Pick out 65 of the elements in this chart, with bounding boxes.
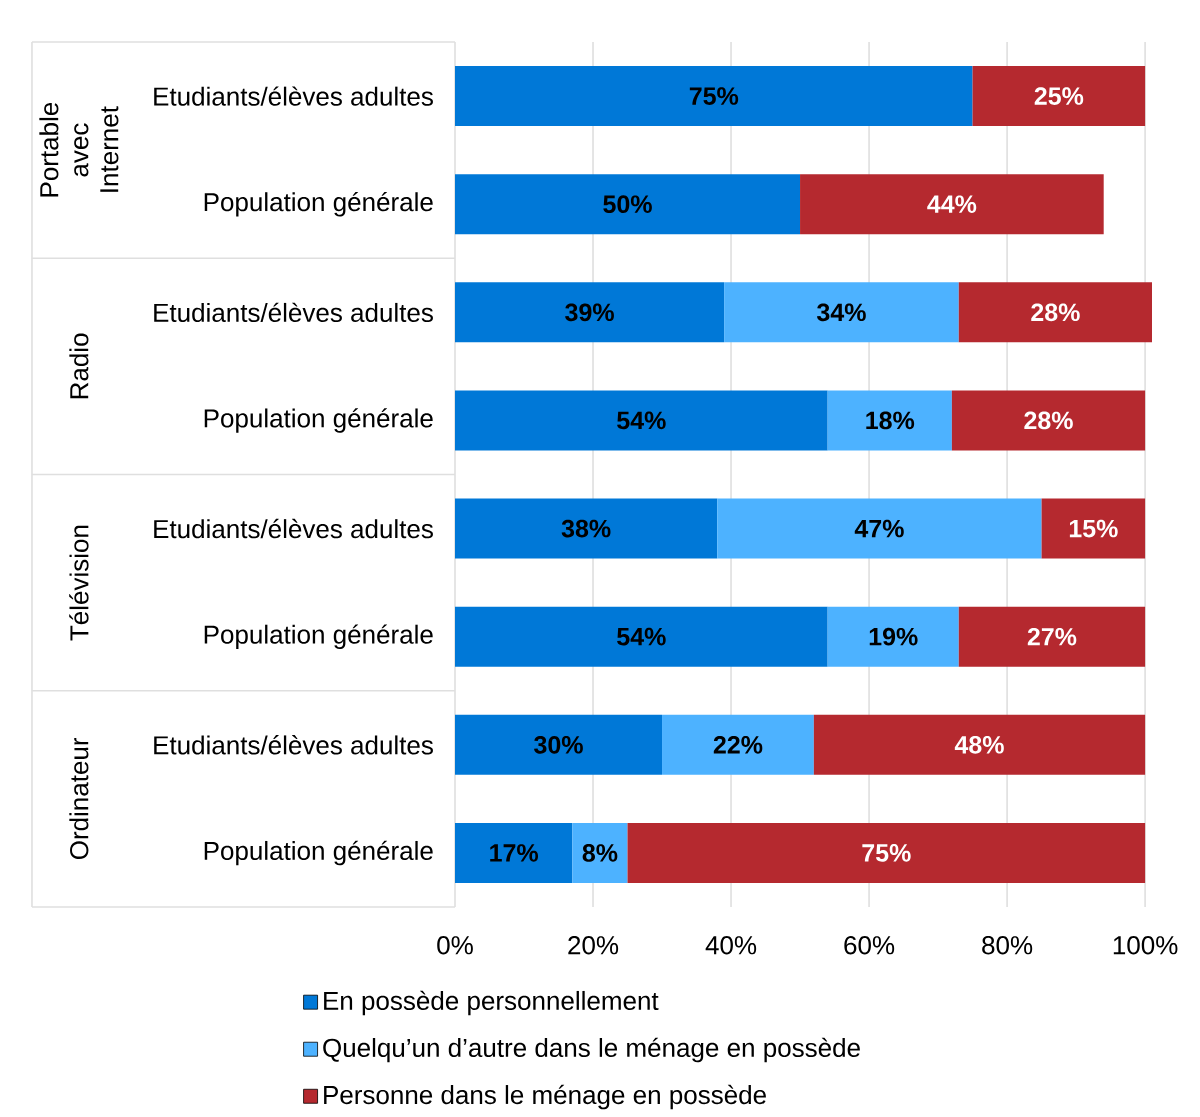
bar bbox=[958, 282, 1152, 343]
y-tick-label: Population générale bbox=[204, 191, 433, 217]
data-label: 47% bbox=[854, 519, 904, 538]
legend-label: En possède personnellement bbox=[324, 990, 659, 1016]
bar bbox=[813, 714, 1146, 775]
bar bbox=[800, 174, 1104, 235]
data-label: 75% bbox=[689, 87, 739, 105]
bar bbox=[717, 498, 1042, 559]
bar bbox=[455, 66, 973, 127]
data-label: 38% bbox=[561, 519, 611, 538]
data-label: 39% bbox=[565, 303, 614, 322]
bar bbox=[827, 606, 959, 667]
data-label: 27% bbox=[1027, 627, 1077, 646]
x-tick-label: 40% bbox=[705, 936, 757, 955]
bar bbox=[455, 390, 828, 451]
bar bbox=[455, 606, 828, 667]
data-label: 19% bbox=[869, 627, 918, 646]
bar bbox=[972, 66, 1146, 127]
data-label: 25% bbox=[1034, 87, 1084, 105]
data-label: 15% bbox=[1069, 519, 1118, 538]
x-tick-label: 80% bbox=[982, 936, 1033, 955]
y-tick-label: Etudiants/élèves adultes bbox=[154, 86, 433, 106]
data-label: 50% bbox=[603, 195, 652, 214]
bar bbox=[1041, 498, 1146, 559]
y-tick-label: Etudiants/élèves adultes bbox=[154, 302, 433, 323]
data-label: 8% bbox=[582, 844, 618, 862]
bar bbox=[572, 822, 628, 883]
bar bbox=[455, 714, 663, 775]
data-label: 28% bbox=[1031, 303, 1080, 322]
y-tick-label: Population générale bbox=[204, 624, 433, 649]
y-tick-label: Population générale bbox=[204, 840, 433, 866]
text: Ordinateur bbox=[69, 737, 89, 860]
text: Radio bbox=[69, 333, 89, 399]
data-label: 22% bbox=[713, 736, 763, 754]
bar bbox=[724, 282, 959, 343]
bar bbox=[662, 714, 814, 775]
data-label: 18% bbox=[866, 411, 915, 430]
x-tick-label: 100% bbox=[1113, 936, 1178, 955]
x-tick-label: 0% bbox=[437, 936, 473, 955]
x-tick-label: 60% bbox=[844, 936, 895, 955]
data-label: 17% bbox=[490, 844, 539, 862]
data-label: 48% bbox=[954, 735, 1004, 754]
y-tick-label: Etudiants/élèves adultes bbox=[154, 518, 433, 539]
legend-label: Quelqu’un d’autre dans le ménage en possède bbox=[323, 1037, 860, 1063]
y-tick-label: Etudiants/élèves adultes bbox=[154, 735, 433, 755]
data-label: 44% bbox=[927, 195, 977, 213]
x-tick-label: 20% bbox=[568, 936, 619, 955]
text: Télévision bbox=[69, 525, 89, 641]
data-label: 30% bbox=[534, 735, 583, 754]
data-label: 28% bbox=[1024, 411, 1073, 430]
bar bbox=[455, 282, 725, 343]
bar bbox=[958, 606, 1146, 667]
bar bbox=[455, 822, 573, 883]
bar bbox=[951, 390, 1146, 451]
bar bbox=[455, 174, 801, 235]
bar bbox=[827, 390, 952, 451]
data-label: 75% bbox=[862, 844, 911, 862]
legend-label: Personne dans le ménage en possède bbox=[324, 1084, 766, 1110]
text: Portable avec Internet bbox=[39, 102, 119, 197]
data-label: 54% bbox=[617, 627, 666, 646]
bar bbox=[627, 822, 1146, 883]
data-label: 34% bbox=[817, 303, 866, 322]
y-tick-label: Population générale bbox=[204, 408, 433, 433]
bar bbox=[455, 498, 718, 559]
data-label: 54% bbox=[617, 411, 666, 430]
